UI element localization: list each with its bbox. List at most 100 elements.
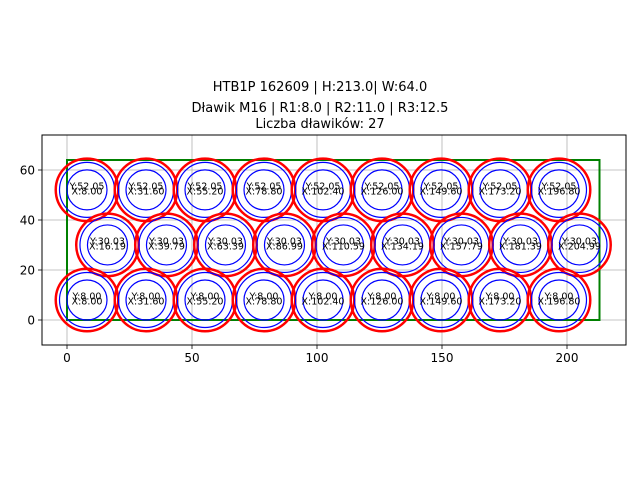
inner-circle-r1: [479, 169, 521, 211]
label-x: X:181.39: [499, 241, 542, 252]
chart-title-line-3: Liczba dławików: 27: [255, 117, 385, 132]
label-y: Y:52.05: [128, 181, 164, 192]
gland: Y:52.05X:173.20: [467, 157, 533, 223]
inner-circle-r1: [243, 279, 285, 321]
label-y: Y:30.03: [561, 236, 597, 247]
x-tick-label: 100: [306, 351, 329, 365]
label-x: X:31.60: [128, 297, 165, 308]
label-y: Y:8.00: [249, 292, 279, 303]
gland: Y:52.05X:31.60: [113, 157, 179, 223]
label-y: Y:30.03: [148, 236, 184, 247]
label-x: X:204.99: [558, 241, 601, 252]
gland: Y:30.03X:63.39: [192, 212, 258, 278]
inner-circle-r1: [361, 279, 403, 321]
gland: Y:52.05X:196.80: [526, 157, 592, 223]
inner-circle-r1: [361, 169, 403, 211]
label-y: Y:52.05: [305, 181, 341, 192]
label-x: X:78.80: [246, 297, 283, 308]
inner-circle-r1: [381, 224, 424, 266]
y-tick-label: 40: [20, 214, 35, 228]
inner-circle-r1: [145, 224, 188, 266]
chart-title-line-2: Dławik M16 | R1:8.0 | R2:11.0 | R3:12.5: [191, 101, 449, 116]
label-y: Y:8.00: [190, 292, 220, 303]
x-tick-label: 200: [556, 351, 579, 365]
gland: Y:8.00X:31.60: [113, 267, 179, 333]
label-x: X:31.60: [128, 186, 165, 197]
label-x: X:86.99: [266, 241, 303, 252]
inner-circle-r1: [204, 224, 247, 266]
label-y: Y:8.00: [426, 292, 456, 303]
label-y: Y:8.00: [131, 292, 161, 303]
inner-circle-r1: [322, 224, 365, 266]
inner-circle-r1: [66, 169, 108, 211]
middle-circle-r2: [530, 161, 588, 218]
chart-title-line-1: HTB1P 162609 | H:213.0| W:64.0: [212, 80, 428, 95]
label-x: X:8.00: [72, 297, 103, 308]
label-x: X:55.20: [187, 186, 224, 197]
inner-circle-r1: [125, 279, 167, 321]
x-tick-label: 50: [184, 351, 199, 365]
gland: Y:8.00X:55.20: [172, 267, 238, 333]
inner-circle-r1: [499, 224, 542, 266]
label-x: X:126.00: [361, 297, 404, 308]
gland: Y:52.05X:102.40: [290, 157, 356, 223]
inner-circle-r1: [302, 169, 344, 211]
gland: Y:30.03X:134.19: [369, 212, 435, 278]
plot-content: Y:52.05X:8.00 Y:52.05X:31.60 Y:52.05X:55.2…: [54, 157, 612, 333]
label-y: Y:52.05: [541, 181, 577, 192]
middle-circle-r2: [551, 216, 608, 274]
outer-circle-r3: [526, 267, 592, 333]
gland: Y:52.05X:126.00: [349, 157, 415, 223]
label-y: Y:30.03: [384, 236, 420, 247]
inner-circle-r1: [184, 169, 226, 211]
label-y: Y:30.03: [502, 236, 538, 247]
label-y: Y:8.00: [308, 292, 338, 303]
gland: Y:8.00X:196.80: [526, 267, 592, 333]
gland: Y:30.03X:16.19: [74, 212, 140, 278]
label-y: Y:52.05: [364, 181, 400, 192]
label-x: X:196.80: [538, 186, 581, 197]
label-x: X:126.00: [361, 186, 404, 197]
gland: Y:52.05X:8.00: [54, 157, 120, 223]
label-x: X:173.20: [479, 186, 522, 197]
label-x: X:78.80: [246, 186, 283, 197]
inner-circle-r1: [420, 279, 462, 321]
gland: Y:30.03X:204.99: [546, 212, 612, 278]
inner-circle-r1: [538, 279, 580, 321]
inner-circle-r1: [66, 279, 108, 321]
label-y: Y:52.05: [423, 181, 459, 192]
label-x: X:149.60: [420, 186, 463, 197]
gland: Y:30.03X:181.39: [487, 212, 553, 278]
label-x: X:196.80: [538, 297, 581, 308]
label-y: Y:8.00: [485, 292, 515, 303]
label-y: Y:30.03: [89, 236, 125, 247]
label-x: X:157.79: [440, 241, 483, 252]
inner-circle-r1: [538, 169, 580, 211]
label-y: Y:52.05: [187, 181, 223, 192]
gland: Y:8.00X:173.20: [467, 267, 533, 333]
label-y: Y:52.05: [246, 181, 282, 192]
label-x: X:63.39: [207, 241, 244, 252]
gland: Y:8.00X:149.60: [408, 267, 474, 333]
gland: Y:8.00X:78.80: [231, 267, 297, 333]
label-x: X:110.59: [322, 241, 365, 252]
axes-frame: [41, 134, 627, 346]
label-y: Y:30.03: [207, 236, 243, 247]
label-y: Y:8.00: [72, 292, 102, 303]
y-tick-label: 60: [20, 164, 35, 178]
label-y: Y:52.05: [69, 181, 105, 192]
inner-circle-r1: [479, 279, 521, 321]
label-x: X:8.00: [72, 186, 103, 197]
label-x: X:134.19: [381, 241, 424, 252]
x-tick-label: 150: [431, 351, 454, 365]
label-y: Y:30.03: [325, 236, 361, 247]
gland: Y:52.05X:78.80: [231, 157, 297, 223]
inner-circle-r1: [86, 224, 129, 266]
inner-circle-r1: [440, 224, 483, 266]
inner-circle-r1: [420, 169, 462, 211]
inner-circle-r1: [302, 279, 344, 321]
gland: Y:8.00X:126.00: [349, 267, 415, 333]
middle-circle-r2: [530, 271, 588, 329]
